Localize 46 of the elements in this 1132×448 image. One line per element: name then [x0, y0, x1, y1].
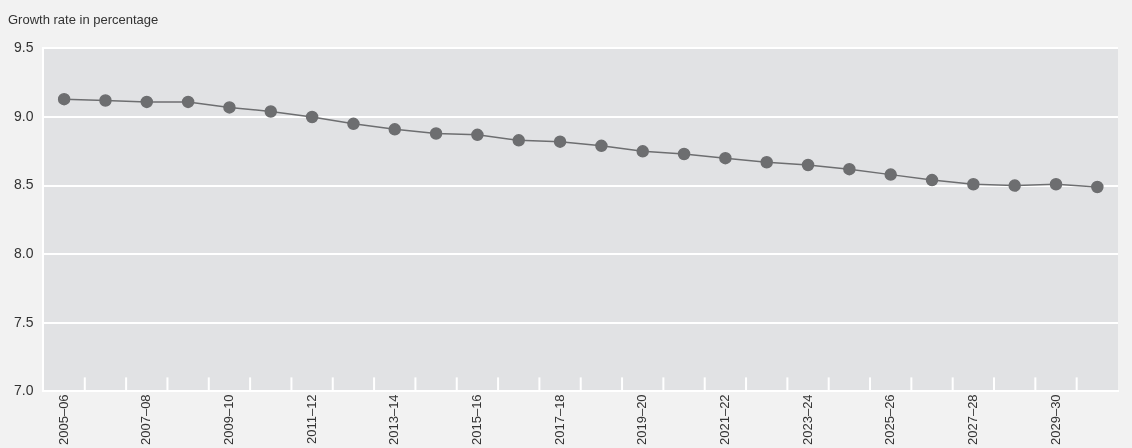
point — [305, 110, 319, 124]
point — [181, 95, 195, 109]
point — [429, 127, 443, 140]
point — [843, 162, 856, 176]
point — [884, 168, 897, 181]
point — [347, 117, 360, 131]
x-tick-label: 2013–14 — [386, 394, 402, 446]
x-tick-label: 2023–24 — [799, 394, 815, 446]
x-tick-label: 2005–06 — [55, 394, 71, 446]
point — [471, 128, 484, 142]
point — [512, 134, 525, 147]
y-tick-label: 7.5 — [13, 313, 34, 330]
y-tick-label: 8.5 — [13, 176, 34, 193]
point — [99, 94, 112, 107]
point — [636, 145, 649, 158]
point — [760, 156, 773, 169]
point — [140, 95, 154, 109]
point — [1091, 180, 1104, 194]
point — [1049, 177, 1063, 191]
point — [719, 151, 732, 165]
x-tick-label: 2011–12 — [303, 394, 319, 445]
x-tick-label: 2021–22 — [716, 394, 732, 446]
point — [967, 177, 980, 191]
y-axis-title: Growth rate in percentage — [8, 12, 159, 27]
point — [595, 139, 608, 153]
x-tick-label: 2027–28 — [964, 394, 980, 446]
y-tick-label: 9.5 — [13, 39, 34, 56]
point — [553, 135, 567, 148]
point — [801, 158, 815, 172]
y-tick-label: 7.0 — [13, 382, 34, 399]
point — [264, 105, 278, 118]
x-tick-label: 2017–18 — [551, 394, 567, 446]
x-tick-label: 2015–16 — [468, 394, 484, 446]
x-tick-label: 2007–08 — [138, 394, 154, 446]
y-tick-label: 8.0 — [13, 245, 34, 262]
x-tick-label: 2025–26 — [882, 394, 898, 446]
x-tick-label: 2019–20 — [634, 394, 650, 446]
x-tick-label: 2009–10 — [221, 394, 237, 446]
y-tick-label: 9.0 — [13, 107, 34, 124]
point — [223, 101, 236, 114]
x-tick-label: 2029–30 — [1047, 394, 1063, 446]
point — [677, 147, 691, 161]
point — [57, 92, 71, 106]
point — [388, 123, 401, 136]
point — [925, 173, 939, 187]
point — [1008, 179, 1021, 192]
